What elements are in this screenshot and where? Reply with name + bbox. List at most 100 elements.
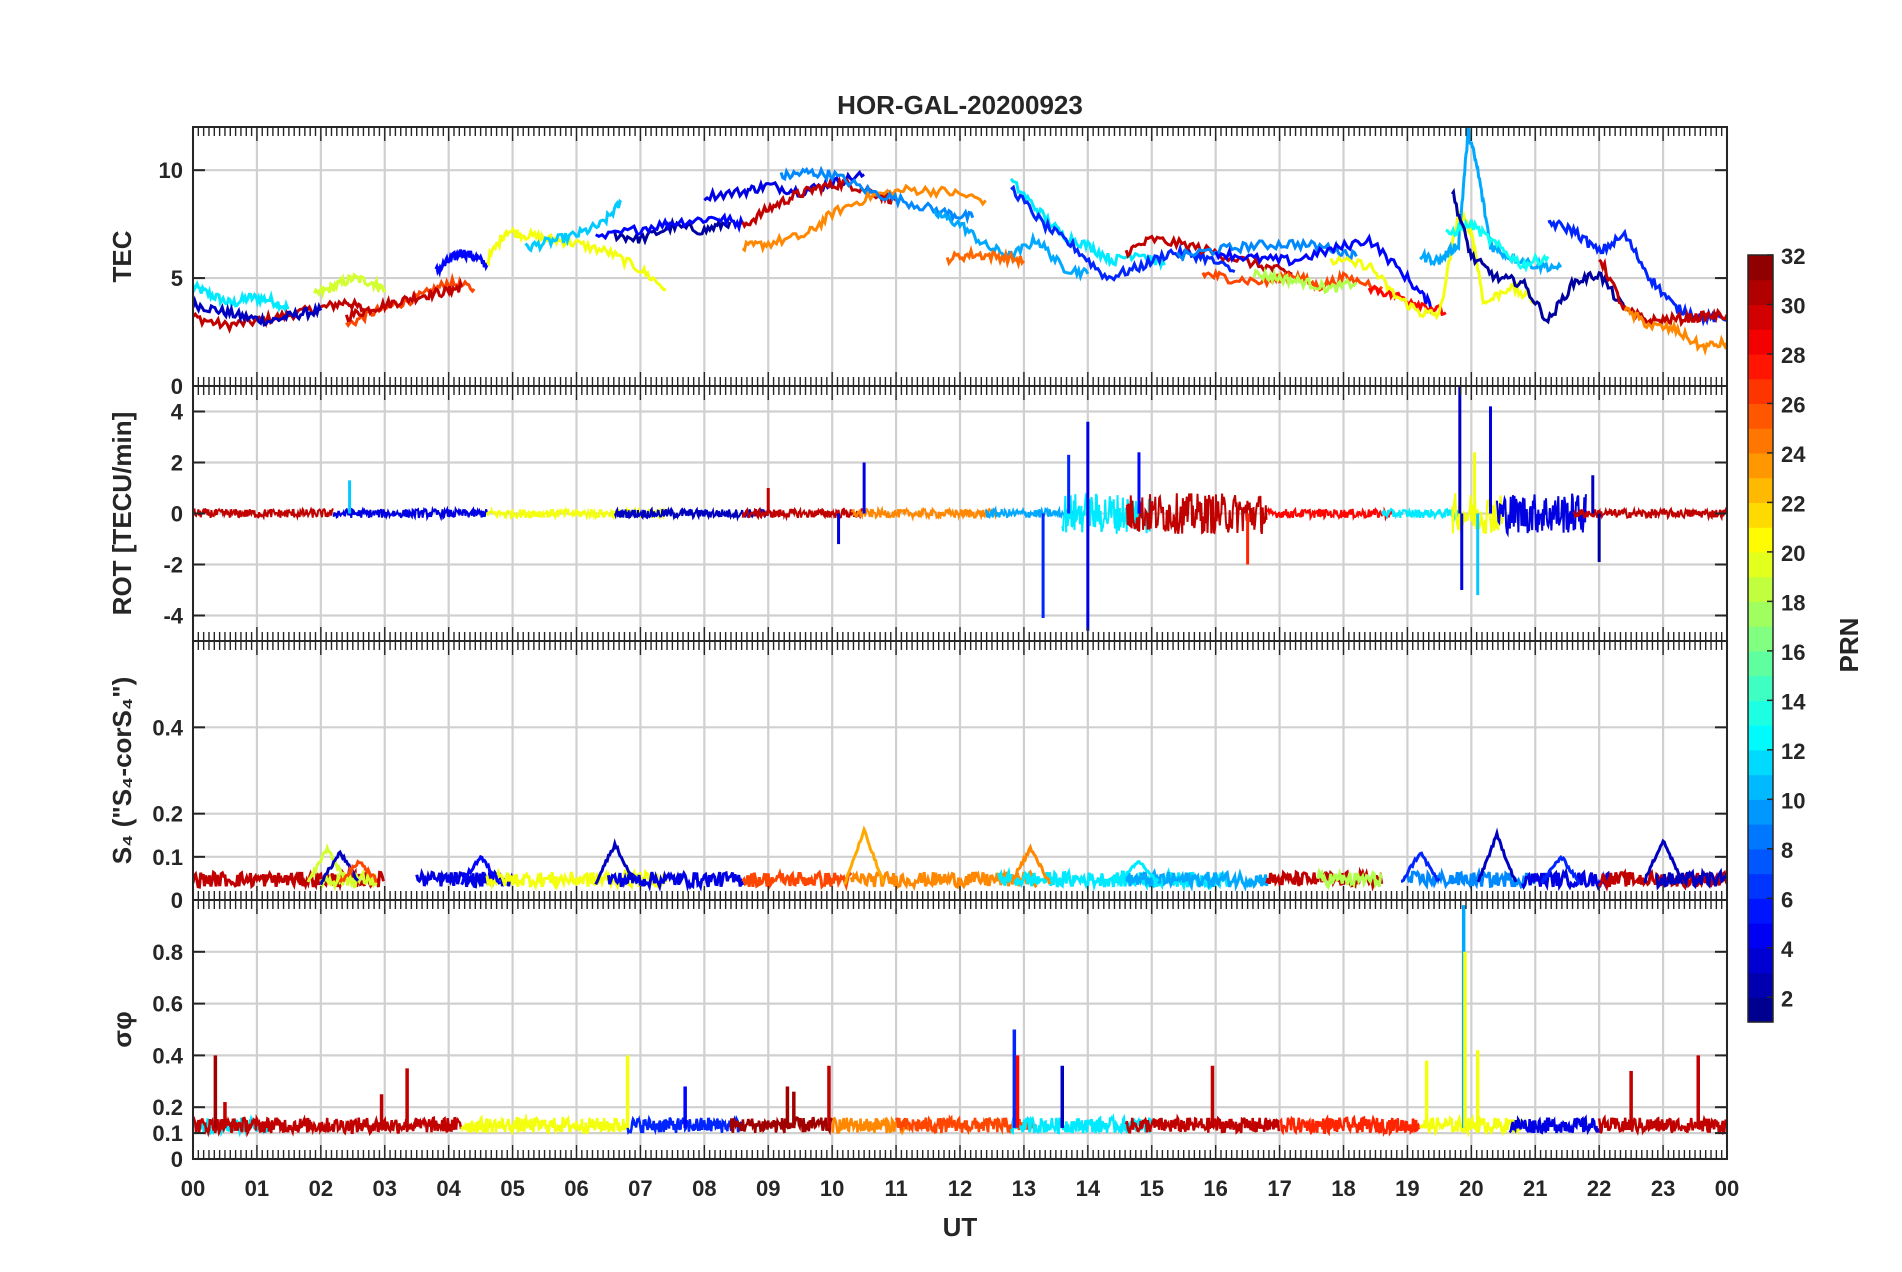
- s4-bump: [306, 843, 347, 883]
- sigma-phi-trace: [729, 1116, 834, 1136]
- sigma-phi-trace: [1124, 1113, 1281, 1135]
- colorbar-swatch: [1748, 601, 1773, 627]
- colorbar-tick-label: 30: [1781, 293, 1805, 318]
- colorbar-swatch: [1748, 329, 1773, 355]
- sigma-phi-trace: [193, 1113, 463, 1138]
- y-tick-label: 0.1: [152, 1121, 183, 1146]
- x-tick-label: 01: [245, 1176, 269, 1201]
- x-tick-label: 20: [1459, 1176, 1483, 1201]
- y-tick-label: 0.4: [152, 1043, 183, 1068]
- s4-bump: [1401, 851, 1441, 883]
- y-axis-label: TEC: [107, 230, 137, 282]
- s4-trace: [319, 868, 378, 891]
- chart-title: HOR-GAL-20200923: [837, 90, 1083, 120]
- panel-3: 0 0.1 0.2 0.4 S₄ ("S₄-corS₄"): [107, 640, 1729, 913]
- colorbar-tick-label: 12: [1781, 739, 1805, 764]
- s4-bump: [338, 859, 378, 884]
- colorbar-swatch: [1748, 378, 1773, 405]
- y-tick-label: 0.8: [152, 940, 183, 965]
- s4-trace: [1521, 867, 1614, 892]
- colorbar-swatch: [1748, 477, 1773, 504]
- tec-series-prn-18: [1252, 266, 1358, 295]
- colorbar-swatch: [1748, 551, 1773, 578]
- tec-series-prn-5: [1214, 233, 1435, 315]
- s4-bump: [460, 854, 502, 886]
- colorbar-swatch: [1748, 848, 1773, 875]
- y-tick-label: 0.2: [152, 1095, 183, 1120]
- tec-series-prn-12: [193, 280, 290, 314]
- colorbar-swatch: [1748, 279, 1773, 306]
- colorbar-swatch: [1748, 675, 1773, 701]
- y-tick-label: -4: [163, 604, 183, 629]
- panel-data: [193, 905, 1727, 1138]
- s4-bump: [1540, 854, 1582, 885]
- x-tick-label: 14: [1076, 1176, 1101, 1201]
- tec-series-prn-26: [345, 272, 476, 329]
- colorbar-swatch: [1748, 873, 1773, 899]
- x-tick-label: 21: [1523, 1176, 1547, 1201]
- x-tick-label: 08: [692, 1176, 716, 1201]
- colorbar-swatch: [1748, 923, 1773, 949]
- y-axis-label: ROT [TECU/min]: [107, 412, 137, 616]
- panel-data: [193, 825, 1727, 892]
- rot-trace: [984, 505, 1076, 520]
- y-tick-label: 0: [171, 888, 183, 913]
- x-tick-label: 07: [628, 1176, 652, 1201]
- y-axis-label: σφ: [107, 1011, 137, 1047]
- y-tick-label: 0.1: [152, 845, 183, 870]
- colorbar-swatch: [1748, 972, 1773, 998]
- s4-bump: [843, 825, 885, 885]
- s4-bump: [594, 838, 636, 886]
- x-tick-label: 16: [1203, 1176, 1227, 1201]
- x-tick-label: 12: [948, 1176, 972, 1201]
- x-tick-label: 09: [756, 1176, 780, 1201]
- colorbar-swatch: [1748, 626, 1773, 652]
- x-tick-label: 06: [564, 1176, 588, 1201]
- s4-bump: [1476, 827, 1518, 883]
- colorbar-swatch: [1748, 527, 1773, 553]
- x-tick-label: 15: [1140, 1176, 1164, 1201]
- colorbar-tick-label: 20: [1781, 541, 1805, 566]
- colorbar-swatch: [1748, 502, 1773, 528]
- x-tick-label: 02: [309, 1176, 333, 1201]
- tec-series-prn-26: [1201, 267, 1384, 293]
- x-tick-label: 22: [1587, 1176, 1611, 1201]
- colorbar-tick-label: 14: [1781, 689, 1806, 714]
- rot-trace: [1495, 493, 1587, 538]
- tec-series-prn-6: [1010, 184, 1236, 282]
- sigma-phi-trace: [1419, 1113, 1524, 1138]
- x-tick-label: 00: [181, 1176, 205, 1201]
- rot-trace: [193, 506, 334, 521]
- rot-trace: [1266, 506, 1396, 522]
- colorbar-tick-label: 26: [1781, 392, 1805, 417]
- panel-4: 00.10.2 0.4 0.6 0.8 σφ: [107, 899, 1729, 1172]
- y-tick-label: -2: [163, 553, 183, 578]
- colorbar-tick-label: 18: [1781, 590, 1805, 615]
- tec-series-prn-10: [1419, 127, 1563, 276]
- colorbar-label: PRN: [1834, 618, 1864, 673]
- tec-series-prn-20: [1329, 210, 1537, 321]
- colorbar-swatch: [1748, 749, 1773, 776]
- tec-series-prn-30: [344, 277, 463, 323]
- s4-trace: [1124, 867, 1269, 892]
- colorbar-swatch: [1748, 255, 1773, 281]
- sigma-phi-trace: [1508, 1114, 1600, 1136]
- rot-trace: [1061, 492, 1153, 536]
- colorbar-tick-label: 8: [1781, 838, 1793, 863]
- y-tick-label: 0: [171, 374, 183, 399]
- x-tick-label: 03: [373, 1176, 397, 1201]
- panel-1: 0 5 10 TEC: [107, 126, 1729, 399]
- y-tick-label: 4: [171, 400, 184, 425]
- panel-data: [193, 386, 1727, 631]
- colorbar-tick-label: 16: [1781, 640, 1805, 665]
- colorbar-swatch: [1748, 353, 1773, 380]
- tec-series-prn-12: [1009, 177, 1166, 271]
- sigma-phi-trace: [1279, 1114, 1421, 1138]
- x-axis-label: UT: [943, 1212, 978, 1242]
- x-tick-label: 19: [1395, 1176, 1419, 1201]
- colorbar-tick-label: 28: [1781, 343, 1805, 368]
- colorbar-tick-label: 2: [1781, 986, 1793, 1011]
- colorbar-swatch: [1748, 725, 1773, 751]
- y-tick-label: 10: [159, 158, 183, 183]
